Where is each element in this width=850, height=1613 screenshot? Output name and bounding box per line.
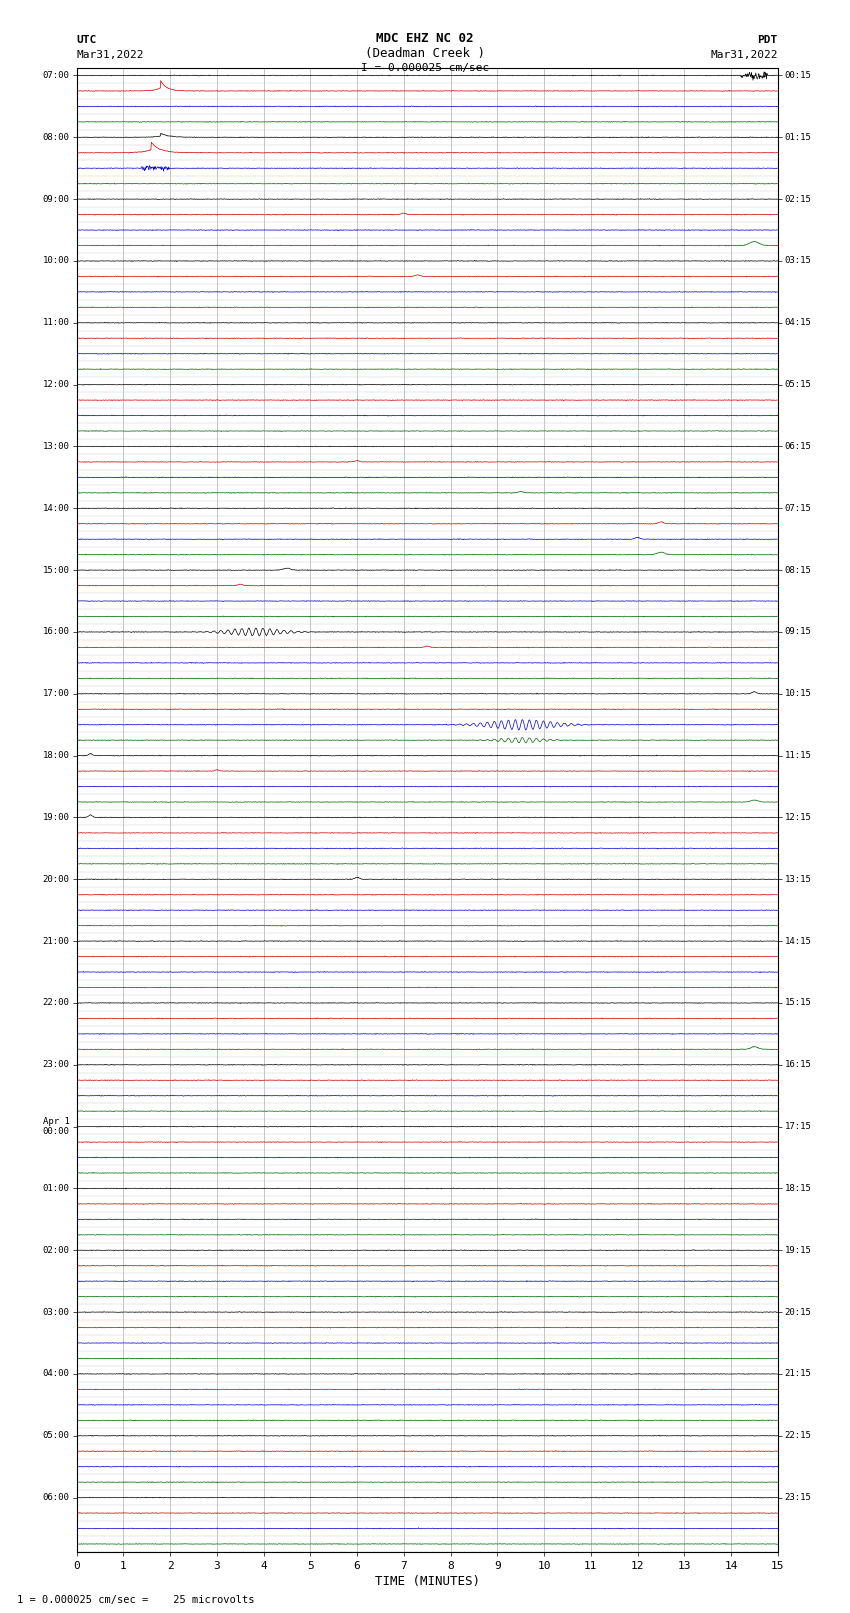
Text: Mar31,2022: Mar31,2022 [76,50,144,60]
Text: UTC: UTC [76,35,97,45]
Text: Mar31,2022: Mar31,2022 [711,50,778,60]
Text: I = 0.000025 cm/sec: I = 0.000025 cm/sec [361,63,489,73]
Text: (Deadman Creek ): (Deadman Creek ) [365,47,485,60]
X-axis label: TIME (MINUTES): TIME (MINUTES) [375,1574,479,1587]
Text: 1 = 0.000025 cm/sec =    25 microvolts: 1 = 0.000025 cm/sec = 25 microvolts [17,1595,254,1605]
Text: PDT: PDT [757,35,778,45]
Text: MDC EHZ NC 02: MDC EHZ NC 02 [377,32,473,45]
